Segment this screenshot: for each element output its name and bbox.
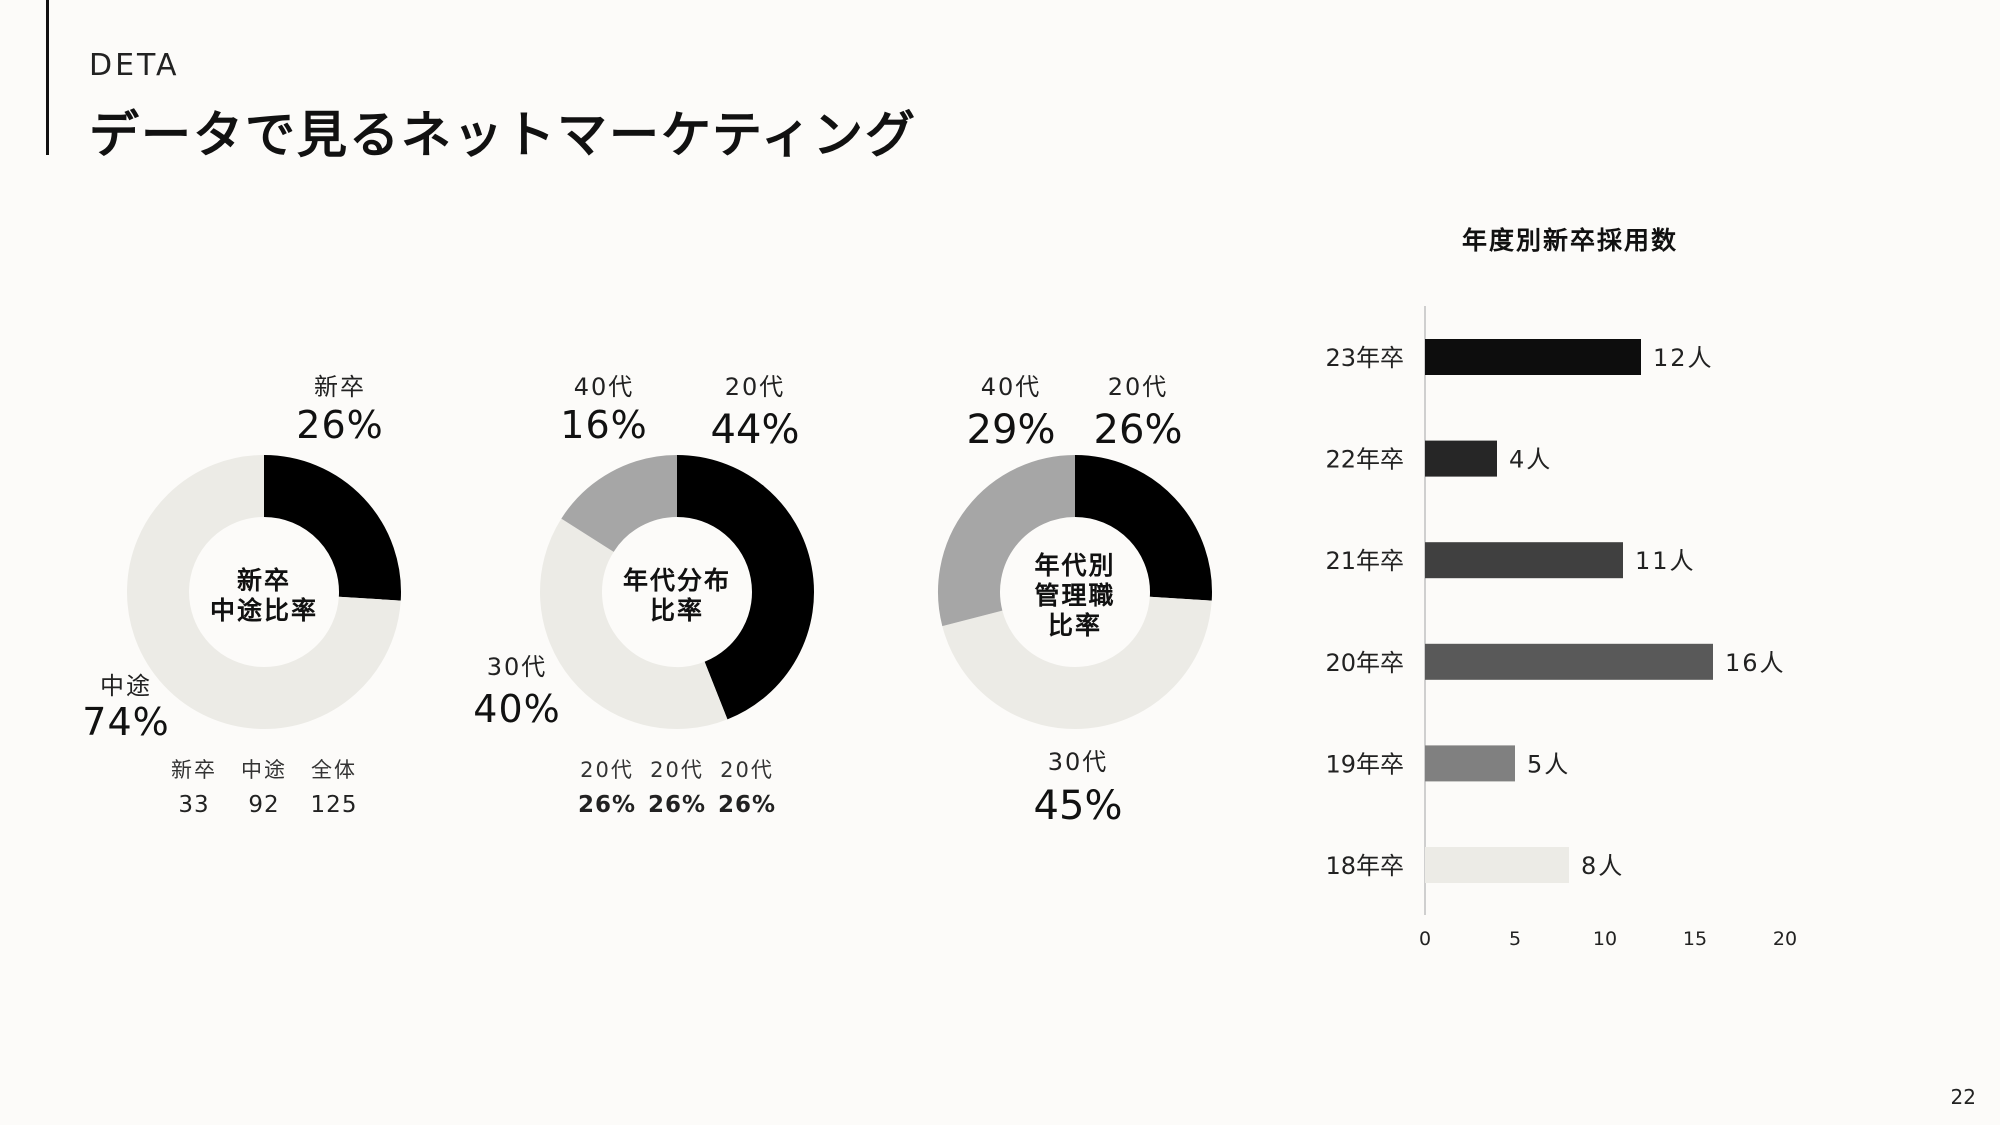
table-value: 26% bbox=[578, 792, 636, 818]
donut-arcs bbox=[127, 455, 401, 729]
bar bbox=[1425, 643, 1713, 680]
table-header: 全体 bbox=[311, 758, 357, 782]
table-value: 33 bbox=[178, 792, 209, 818]
bar bbox=[1425, 542, 1623, 579]
bar bbox=[1425, 440, 1497, 477]
bar-value-label: 5人 bbox=[1527, 750, 1570, 778]
donut-chart-age-distribution: 年代分布 比率 20代 44% 30代 40% 40代 16% 20代 20代 … bbox=[473, 373, 814, 818]
slice-label-name: 40代 bbox=[981, 373, 1042, 401]
bar-value-label: 8人 bbox=[1581, 852, 1624, 880]
table-value: 26% bbox=[648, 792, 706, 818]
bar-category-label: 23年卒 bbox=[1325, 344, 1404, 372]
donut-center-label-line1: 新卒 bbox=[237, 566, 291, 595]
bar-category-label: 20年卒 bbox=[1325, 649, 1404, 677]
donut-slice bbox=[676, 455, 814, 720]
donut-center-label-line3: 比率 bbox=[1048, 611, 1102, 640]
bar-category-label: 22年卒 bbox=[1325, 446, 1404, 474]
donut-arcs bbox=[540, 455, 814, 729]
table-header: 20代 bbox=[580, 758, 634, 782]
donut-center-label-line1: 年代分布 bbox=[623, 566, 731, 595]
x-tick-label: 10 bbox=[1593, 928, 1617, 950]
donut-slice bbox=[561, 455, 679, 553]
bar bbox=[1425, 339, 1641, 375]
donut-slice bbox=[262, 455, 401, 601]
bar-chart-title: 年度別新卒採用数 bbox=[1462, 226, 1678, 255]
donut-chart-hire-type: 新卒 中途比率 新卒 26% 中途 74% 新卒 中途 全体 33 92 125 bbox=[82, 373, 401, 818]
bar-value-label: 4人 bbox=[1509, 446, 1552, 474]
donut-slice bbox=[938, 455, 1077, 627]
table-value: 92 bbox=[248, 792, 279, 818]
slice-label-name: 30代 bbox=[1048, 748, 1109, 776]
table-value: 26% bbox=[718, 792, 776, 818]
table-header: 新卒 bbox=[171, 758, 217, 782]
donut-arcs bbox=[938, 455, 1212, 729]
slice-label-name: 30代 bbox=[487, 653, 548, 681]
slice-label-name: 中途 bbox=[100, 672, 152, 700]
bar-value-label: 16人 bbox=[1725, 649, 1786, 677]
table-header: 中途 bbox=[241, 758, 287, 782]
table-header: 20代 bbox=[720, 758, 774, 782]
x-tick-label: 0 bbox=[1419, 928, 1431, 950]
slice-label-pct: 26% bbox=[1094, 407, 1183, 453]
donut-slice bbox=[1073, 455, 1212, 601]
donut-chart-manager-age: 年代別 管理職 比率 20代 26% 30代 45% 40代 29% bbox=[938, 373, 1212, 829]
donut-center-label-line2: 比率 bbox=[650, 596, 704, 625]
header-accent-line bbox=[46, 0, 49, 155]
table-header: 20代 bbox=[650, 758, 704, 782]
x-tick-label: 20 bbox=[1773, 928, 1797, 950]
donut-center-label-line2: 管理職 bbox=[1034, 581, 1115, 610]
bar-chart-new-grad-hires: 年度別新卒採用数 23年卒 12人 22年卒 4人 21年卒 11人 20年卒 16人 19年卒… bbox=[1325, 226, 1797, 950]
page-title: データで見るネットマーケティング bbox=[89, 106, 917, 164]
donut-center-label-line2: 中途比率 bbox=[210, 596, 318, 625]
bar-value-label: 12人 bbox=[1653, 344, 1714, 372]
slice-label-pct: 16% bbox=[560, 403, 647, 447]
x-tick-label: 5 bbox=[1509, 928, 1521, 950]
donut-slice bbox=[127, 455, 401, 729]
table-value: 125 bbox=[311, 792, 358, 818]
bar bbox=[1425, 847, 1569, 883]
section-eyebrow: DETA bbox=[89, 48, 180, 83]
slice-label-name: 新卒 bbox=[314, 373, 366, 401]
slice-label-pct: 26% bbox=[296, 403, 383, 447]
bar-chart-bars: 23年卒 12人 22年卒 4人 21年卒 11人 20年卒 16人 19年卒 5人 18年卒 8人 0… bbox=[1325, 339, 1797, 950]
x-tick-label: 15 bbox=[1683, 928, 1707, 950]
bar-category-label: 18年卒 bbox=[1325, 852, 1404, 880]
slice-label-pct: 74% bbox=[82, 700, 169, 744]
slice-label-pct: 29% bbox=[967, 407, 1056, 453]
donut-center-label-line1: 年代別 bbox=[1034, 551, 1115, 580]
bar bbox=[1425, 745, 1515, 782]
donut-slice bbox=[942, 595, 1212, 729]
slice-label-name: 20代 bbox=[725, 373, 786, 401]
page-number: 22 bbox=[1950, 1085, 1976, 1109]
slice-label-pct: 45% bbox=[1034, 783, 1123, 829]
bar-category-label: 21年卒 bbox=[1325, 547, 1404, 575]
bar-category-label: 19年卒 bbox=[1325, 750, 1404, 778]
slice-label-name: 20代 bbox=[1108, 373, 1169, 401]
donut-slice bbox=[540, 518, 728, 729]
slice-label-pct: 40% bbox=[473, 687, 560, 731]
slice-label-name: 40代 bbox=[574, 373, 635, 401]
bar-value-label: 11人 bbox=[1635, 547, 1696, 575]
slice-label-pct: 44% bbox=[711, 407, 800, 453]
